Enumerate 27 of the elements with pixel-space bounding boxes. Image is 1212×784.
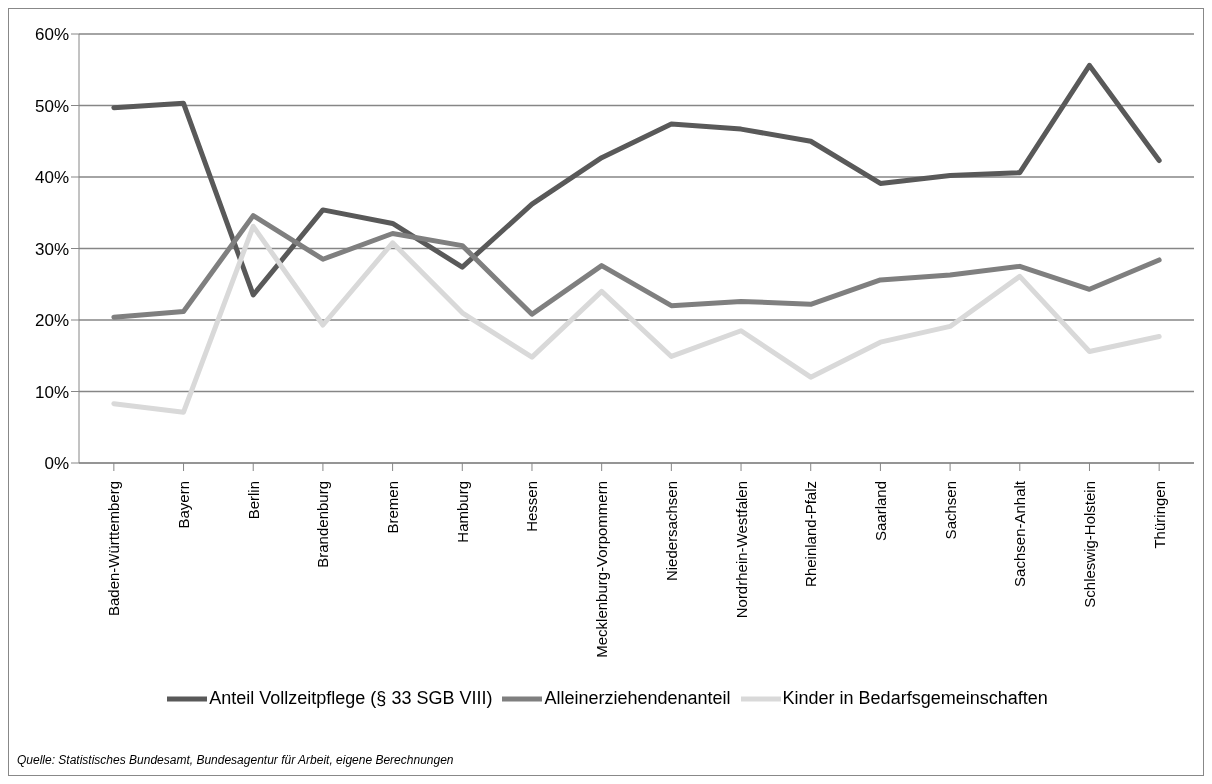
- y-tick-label: 20%: [34, 311, 69, 331]
- x-tick-label: Sachsen: [941, 481, 959, 540]
- x-tick-label: Nordrhein-Westfalen: [732, 481, 750, 619]
- x-tick-label: Sachsen-Anhalt: [1011, 480, 1029, 587]
- x-tick-label: Bremen: [384, 481, 402, 534]
- x-tick-label: Baden-Württemberg: [105, 481, 123, 617]
- x-tick-label: Hamburg: [453, 481, 471, 543]
- x-tick-label: Rheinland-Pfalz: [802, 481, 820, 587]
- y-tick-label: 40%: [34, 168, 69, 188]
- y-tick-label: 10%: [34, 382, 69, 402]
- x-tick-label: Hessen: [523, 481, 541, 532]
- x-tick-label: Bayern: [175, 481, 193, 529]
- y-tick-label: 60%: [34, 25, 69, 45]
- x-tick-label: Saarland: [871, 481, 889, 542]
- legend-label: Anteil Vollzeitpflege (§ 33 SGB VIII): [209, 688, 493, 709]
- y-tick-label: 0%: [44, 454, 69, 474]
- x-tick-label: Thüringen: [1150, 481, 1168, 549]
- y-tick-label: 50%: [34, 96, 69, 116]
- legend-label: Kinder in Bedarfsgemeinschaften: [782, 688, 1048, 709]
- x-tick-label: Niedersachsen: [662, 481, 680, 582]
- x-tick-label: Schleswig-Holstein: [1080, 481, 1098, 608]
- x-tick-label: Mecklenburg-Vorpommern: [593, 481, 611, 658]
- legend-label: Alleinerziehendenanteil: [544, 688, 731, 709]
- y-tick-label: 30%: [34, 239, 69, 259]
- x-tick-label: Brandenburg: [314, 481, 332, 568]
- source-note: Quelle: Statistisches Bundesamt, Bundesagentur für Arbeit, eigene Berechnungen: [17, 753, 454, 767]
- x-tick-label: Berlin: [244, 481, 262, 520]
